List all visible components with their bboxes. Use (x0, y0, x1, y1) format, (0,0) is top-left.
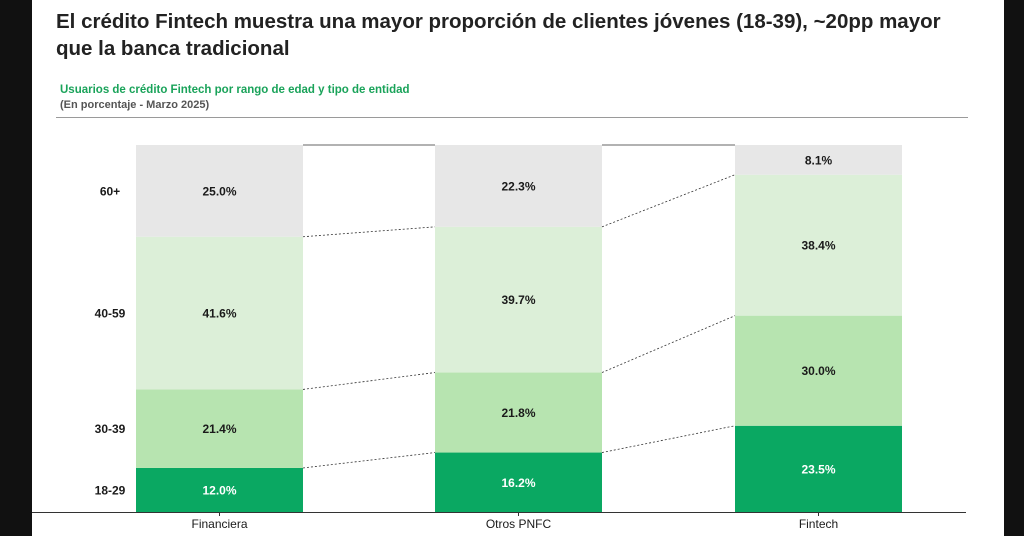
data-label: 16.2% (501, 476, 535, 490)
bar-segment-30-39-0 (136, 389, 303, 468)
bar-segment-60+-0 (136, 145, 303, 237)
data-label: 21.8% (501, 406, 535, 420)
series-label-18-29: 18-29 (95, 483, 126, 497)
data-label: 8.1% (805, 153, 833, 167)
bar-segment-18-29-1 (435, 452, 602, 512)
bar-segment-40-59-1 (435, 226, 602, 373)
data-label: 21.4% (202, 422, 236, 436)
data-label: 41.6% (202, 307, 236, 321)
connector-line (601, 315, 736, 373)
category-label: Fintech (799, 517, 838, 531)
data-label: 23.5% (801, 462, 835, 476)
bar-segment-60+-2 (735, 145, 902, 175)
stacked-bar-chart: 12.0% 21.4% 41.6% 25.0% 16.2% 21.8% 39.7% 22.3%… (32, 144, 966, 531)
category-label: Otros PNFC (486, 517, 552, 531)
bar-segment-30-39-2 (735, 315, 902, 426)
slide: El crédito Fintech muestra una mayor pro… (32, 0, 1004, 536)
data-label: 39.7% (501, 293, 535, 307)
chart-subtitle: Usuarios de crédito Fintech por rango de… (60, 84, 410, 96)
bar-segment-60+-1 (435, 145, 602, 227)
chart-note: (En porcentaje - Marzo 2025) (60, 99, 210, 111)
connector-line (302, 452, 436, 469)
series-label-30-39: 30-39 (95, 422, 126, 436)
bar-segment-18-29-0 (136, 467, 303, 512)
bar-segment-40-59-0 (136, 236, 303, 390)
page-title: El crédito Fintech muestra una mayor pro… (56, 10, 941, 60)
bar-segment-18-29-2 (735, 425, 902, 512)
bar-segment-30-39-1 (435, 372, 602, 453)
data-label: 22.3% (501, 179, 535, 193)
left-frame (0, 0, 32, 536)
bar-segment-40-59-2 (735, 174, 902, 316)
connector-line (601, 425, 736, 453)
data-label: 25.0% (202, 184, 236, 198)
category-label: Financiera (191, 517, 247, 531)
connector-line (302, 372, 436, 390)
data-label: 30.0% (801, 364, 835, 378)
data-label: 12.0% (202, 483, 236, 497)
series-label-40-59: 40-59 (95, 307, 126, 321)
header-divider (56, 117, 968, 118)
connector-line (302, 226, 436, 238)
right-frame (1004, 0, 1024, 536)
data-label: 38.4% (801, 239, 835, 253)
series-label-60+: 60+ (100, 184, 120, 198)
connector-line (601, 174, 736, 228)
